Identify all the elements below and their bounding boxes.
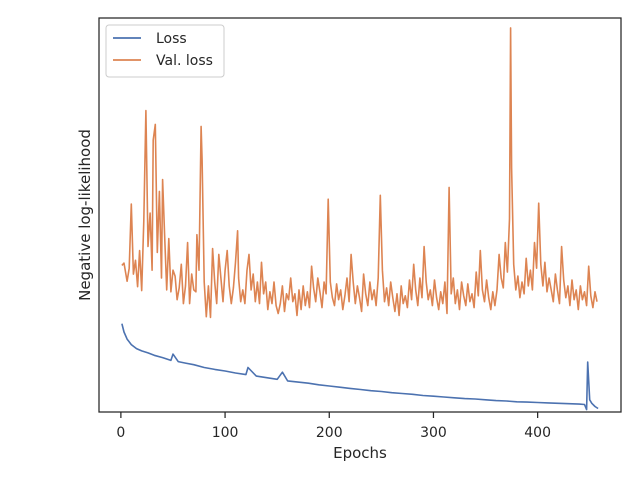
y-axis-label: Negative log-likelihood <box>76 129 94 301</box>
plot-frame <box>98 17 622 413</box>
legend-label-val-loss: Val. loss <box>156 53 213 69</box>
legend: Loss Val. loss <box>105 24 225 78</box>
x-tick-label: 100 <box>212 425 239 441</box>
x-tick-label: 200 <box>316 425 343 441</box>
x-tick-label: 300 <box>420 425 447 441</box>
x-tick-label: 400 <box>524 425 551 441</box>
x-axis-label: Epochs <box>333 444 387 462</box>
x-axis-ticks: 0 100 200 300 400 <box>116 412 551 441</box>
legend-label-loss: Loss <box>156 31 187 47</box>
x-tick-label: 0 <box>116 425 125 441</box>
series-layer <box>121 27 599 411</box>
series-line-loss <box>121 323 599 411</box>
series-line-val-loss <box>121 27 598 319</box>
